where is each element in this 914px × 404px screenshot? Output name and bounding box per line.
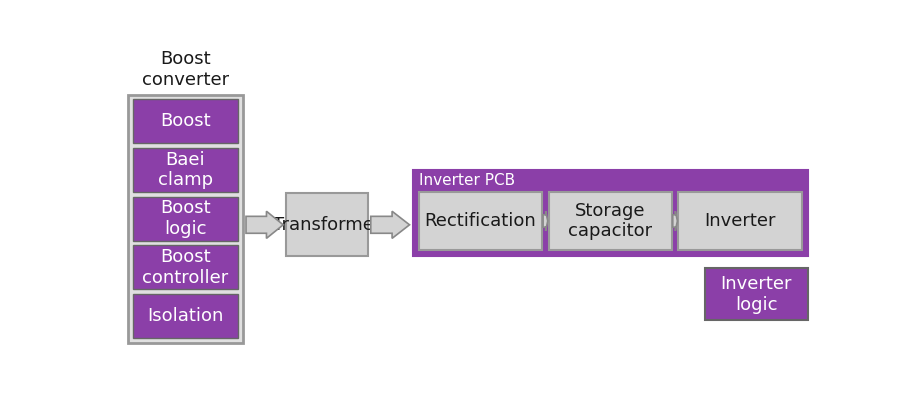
Text: Inverter: Inverter <box>704 212 776 230</box>
Text: Isolation: Isolation <box>147 307 224 325</box>
Text: Inverter PCB: Inverter PCB <box>419 173 515 188</box>
Polygon shape <box>673 211 677 231</box>
Text: Rectification: Rectification <box>425 212 537 230</box>
FancyBboxPatch shape <box>419 192 542 250</box>
Text: Boost: Boost <box>160 112 211 130</box>
Text: Boost
logic: Boost logic <box>160 199 211 238</box>
FancyBboxPatch shape <box>133 245 239 289</box>
FancyBboxPatch shape <box>705 268 808 320</box>
FancyBboxPatch shape <box>548 192 672 250</box>
FancyBboxPatch shape <box>133 197 239 241</box>
FancyBboxPatch shape <box>286 193 367 257</box>
FancyBboxPatch shape <box>412 170 808 257</box>
Text: Storage
capacitor: Storage capacitor <box>569 202 653 240</box>
Text: Inverter
logic: Inverter logic <box>720 275 792 314</box>
Text: Boost
converter: Boost converter <box>142 50 229 88</box>
Text: Baei
clamp: Baei clamp <box>158 151 213 189</box>
FancyBboxPatch shape <box>128 95 243 343</box>
Polygon shape <box>543 211 547 231</box>
FancyBboxPatch shape <box>133 99 239 143</box>
Text: Boost
controller: Boost controller <box>143 248 228 287</box>
FancyBboxPatch shape <box>133 148 239 192</box>
FancyBboxPatch shape <box>678 192 802 250</box>
FancyBboxPatch shape <box>133 294 239 338</box>
Polygon shape <box>371 211 409 238</box>
Polygon shape <box>246 211 283 238</box>
Text: Transformer: Transformer <box>272 216 381 234</box>
